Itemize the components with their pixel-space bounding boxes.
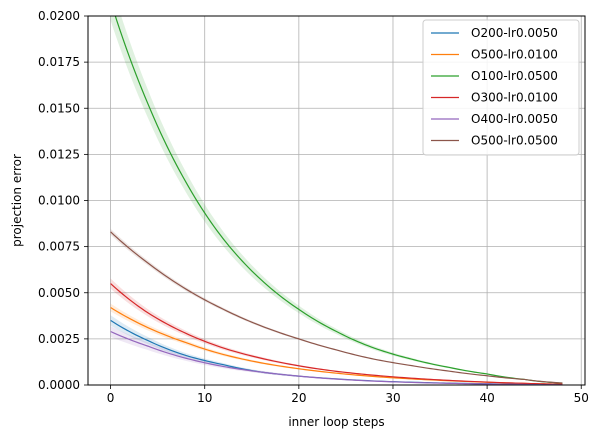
legend-label: O100-lr0.0500 bbox=[471, 69, 558, 83]
x-tick-label: 0 bbox=[107, 391, 115, 405]
legend-label: O400-lr0.0050 bbox=[471, 112, 558, 126]
y-axis-label: projection error bbox=[10, 154, 24, 247]
x-axis-label: inner loop steps bbox=[288, 415, 384, 429]
x-tick-label: 20 bbox=[291, 391, 306, 405]
band-layer bbox=[110, 16, 563, 385]
x-tick-label: 50 bbox=[574, 391, 589, 405]
y-tick-label: 0.0150 bbox=[38, 101, 80, 115]
series-line bbox=[114, 16, 563, 384]
x-tick-label: 10 bbox=[197, 391, 212, 405]
series-layer bbox=[110, 16, 563, 385]
x-tick-label: 30 bbox=[385, 391, 400, 405]
y-tick-label: 0.0075 bbox=[38, 240, 80, 254]
y-tick-label: 0.0200 bbox=[38, 9, 80, 23]
series-line bbox=[110, 231, 563, 384]
series-band bbox=[110, 16, 563, 384]
series-band bbox=[110, 303, 563, 385]
legend-box bbox=[422, 19, 580, 156]
y-tick-label: 0.0025 bbox=[38, 332, 80, 346]
series-band bbox=[110, 228, 563, 384]
series-line bbox=[110, 330, 563, 385]
series-band bbox=[110, 326, 563, 385]
legend: O200-lr0.0050 O500-lr0.0100 O100-lr0.0500 O… bbox=[422, 19, 580, 156]
y-tick-label: 0.0125 bbox=[38, 147, 80, 161]
y-tick-label: 0.0000 bbox=[38, 378, 80, 392]
y-tick-label: 0.0100 bbox=[38, 194, 80, 208]
legend-label: O300-lr0.0100 bbox=[471, 91, 558, 105]
series-line bbox=[110, 283, 563, 385]
legend-label: O500-lr0.0500 bbox=[471, 134, 558, 148]
x-tick-label: 40 bbox=[479, 391, 494, 405]
series-line bbox=[110, 306, 563, 385]
y-tick-label: 0.0175 bbox=[38, 55, 80, 69]
y-tick-label: 0.0050 bbox=[38, 286, 80, 300]
y-axis: 0.0000 0.0025 0.0050 0.0075 0.0100 0.0125 0.01… bbox=[38, 9, 88, 392]
legend-label: O200-lr0.0050 bbox=[471, 26, 558, 40]
legend-label: O500-lr0.0100 bbox=[471, 48, 558, 62]
x-axis: 0 10 20 30 40 50 bbox=[107, 385, 589, 405]
